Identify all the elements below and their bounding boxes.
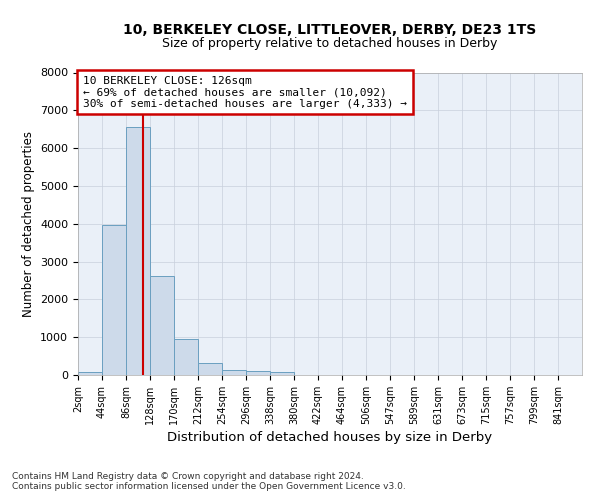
Bar xyxy=(150,276,174,375)
Bar xyxy=(270,372,294,375)
X-axis label: Distribution of detached houses by size in Derby: Distribution of detached houses by size … xyxy=(167,431,493,444)
Bar xyxy=(102,224,126,375)
Text: Contains HM Land Registry data © Crown copyright and database right 2024.: Contains HM Land Registry data © Crown c… xyxy=(12,472,364,481)
Bar xyxy=(126,128,150,375)
Bar xyxy=(78,372,102,375)
Text: Size of property relative to detached houses in Derby: Size of property relative to detached ho… xyxy=(163,38,497,51)
Bar xyxy=(246,371,270,375)
Y-axis label: Number of detached properties: Number of detached properties xyxy=(22,130,35,317)
Bar xyxy=(198,364,222,375)
Text: Contains public sector information licensed under the Open Government Licence v3: Contains public sector information licen… xyxy=(12,482,406,491)
Text: 10, BERKELEY CLOSE, LITTLEOVER, DERBY, DE23 1TS: 10, BERKELEY CLOSE, LITTLEOVER, DERBY, D… xyxy=(124,22,536,36)
Text: 10 BERKELEY CLOSE: 126sqm
← 69% of detached houses are smaller (10,092)
30% of s: 10 BERKELEY CLOSE: 126sqm ← 69% of detac… xyxy=(83,76,407,108)
Bar xyxy=(222,370,246,375)
Bar xyxy=(174,339,198,375)
